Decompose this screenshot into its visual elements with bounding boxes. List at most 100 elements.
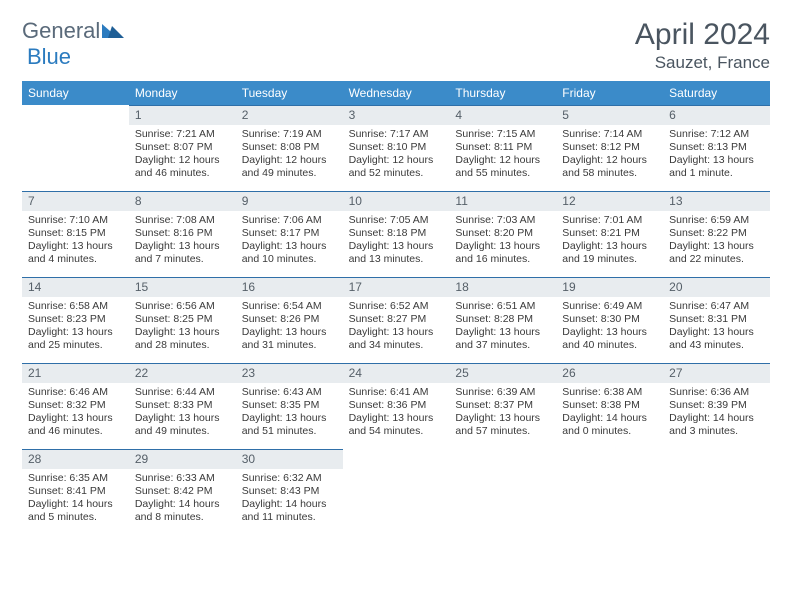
weekday-header: Tuesday [236,81,343,105]
calendar-cell: 13Sunrise: 6:59 AMSunset: 8:22 PMDayligh… [663,191,770,277]
header: General April 2024 Sauzet, France [22,18,770,73]
daylight-line: Daylight: 13 hours and 19 minutes. [562,240,657,266]
daylight-line: Daylight: 13 hours and 31 minutes. [242,326,337,352]
sunset-line: Sunset: 8:32 PM [28,399,123,412]
daylight-line: Daylight: 13 hours and 34 minutes. [349,326,444,352]
calendar-cell: 22Sunrise: 6:44 AMSunset: 8:33 PMDayligh… [129,363,236,449]
month-title: April 2024 [635,18,770,51]
weekday-header: Friday [556,81,663,105]
day-number: 6 [663,105,770,125]
day-number: 17 [343,277,450,297]
calendar-cell: 1Sunrise: 7:21 AMSunset: 8:07 PMDaylight… [129,105,236,191]
calendar-cell: 4Sunrise: 7:15 AMSunset: 8:11 PMDaylight… [449,105,556,191]
daylight-line: Daylight: 13 hours and 22 minutes. [669,240,764,266]
daylight-line: Daylight: 13 hours and 25 minutes. [28,326,123,352]
day-number: 15 [129,277,236,297]
calendar-cell: 15Sunrise: 6:56 AMSunset: 8:25 PMDayligh… [129,277,236,363]
sunset-line: Sunset: 8:07 PM [135,141,230,154]
calendar-cell: 24 Sunrise: 6:41 AMSunset: 8:36 PMDayligh… [343,363,450,449]
day-body: Sunrise: 6:32 AMSunset: 8:43 PMDaylight:… [236,469,343,531]
sunrise-line: Sunrise: 7:10 AM [28,214,123,227]
logo-triangle-icon [102,18,124,44]
calendar-cell: 25Sunrise: 6:39 AMSunset: 8:37 PMDayligh… [449,363,556,449]
sunrise-line: Sunrise: 6:44 AM [135,386,230,399]
day-number: 12 [556,191,663,211]
calendar-cell-empty [449,449,556,535]
sunrise-line: Sunrise: 7:03 AM [455,214,550,227]
daylight-line: Daylight: 12 hours and 49 minutes. [242,154,337,180]
day-number: 10 [343,191,450,211]
weekday-header: Saturday [663,81,770,105]
sunset-line: Sunset: 8:21 PM [562,227,657,240]
weekday-header: Wednesday [343,81,450,105]
sunset-line: Sunset: 8:36 PM [349,399,444,412]
sunset-line: Sunset: 8:12 PM [562,141,657,154]
day-body: Sunrise: 6:39 AMSunset: 8:37 PMDaylight:… [449,383,556,445]
sunrise-line: Sunrise: 6:47 AM [669,300,764,313]
sunrise-line: Sunrise: 7:08 AM [135,214,230,227]
sunrise-line: Sunrise: 6:54 AM [242,300,337,313]
sunrise-line: Sunrise: 6:58 AM [28,300,123,313]
day-number: 7 [22,191,129,211]
calendar-cell: 6Sunrise: 7:12 AMSunset: 8:13 PMDaylight… [663,105,770,191]
sunrise-line: Sunrise: 6:49 AM [562,300,657,313]
sunrise-line: Sunrise: 6:41 AM [349,386,444,399]
day-body: Sunrise: 6:38 AMSunset: 8:38 PMDaylight:… [556,383,663,445]
sunrise-line: Sunrise: 7:15 AM [455,128,550,141]
calendar-cell: 7Sunrise: 7:10 AMSunset: 8:15 PMDaylight… [22,191,129,277]
day-number: 1 [129,105,236,125]
weekday-header-row: SundayMondayTuesdayWednesdayThursdayFrid… [22,81,770,105]
daylight-line: Daylight: 14 hours and 5 minutes. [28,498,123,524]
daylight-line: Daylight: 12 hours and 46 minutes. [135,154,230,180]
sunrise-line: Sunrise: 6:43 AM [242,386,337,399]
day-number: 14 [22,277,129,297]
day-body: Sunrise: 6:47 AMSunset: 8:31 PMDaylight:… [663,297,770,359]
day-body: Sunrise: 6:59 AMSunset: 8:22 PMDaylight:… [663,211,770,273]
day-body: Sunrise: 6:49 AMSunset: 8:30 PMDaylight:… [556,297,663,359]
day-number: 22 [129,363,236,383]
calendar-cell: 28Sunrise: 6:35 AMSunset: 8:41 PMDayligh… [22,449,129,535]
sunset-line: Sunset: 8:35 PM [242,399,337,412]
sunrise-line: Sunrise: 6:59 AM [669,214,764,227]
day-body: Sunrise: 6:46 AMSunset: 8:32 PMDaylight:… [22,383,129,445]
day-body: Sunrise: 7:12 AMSunset: 8:13 PMDaylight:… [663,125,770,187]
calendar-cell: 29Sunrise: 6:33 AMSunset: 8:42 PMDayligh… [129,449,236,535]
calendar-cell: 18Sunrise: 6:51 AMSunset: 8:28 PMDayligh… [449,277,556,363]
calendar-cell: 8Sunrise: 7:08 AMSunset: 8:16 PMDaylight… [129,191,236,277]
sunset-line: Sunset: 8:18 PM [349,227,444,240]
day-body: Sunrise: 6:36 AMSunset: 8:39 PMDaylight:… [663,383,770,445]
day-body: Sunrise: 7:03 AMSunset: 8:20 PMDaylight:… [449,211,556,273]
sunrise-line: Sunrise: 7:05 AM [349,214,444,227]
sunrise-line: Sunrise: 7:14 AM [562,128,657,141]
sunrise-line: Sunrise: 7:12 AM [669,128,764,141]
sunset-line: Sunset: 8:25 PM [135,313,230,326]
calendar-cell: 11Sunrise: 7:03 AMSunset: 8:20 PMDayligh… [449,191,556,277]
day-body: Sunrise: 6:52 AMSunset: 8:27 PMDaylight:… [343,297,450,359]
sunrise-line: Sunrise: 6:51 AM [455,300,550,313]
daylight-line: Daylight: 13 hours and 51 minutes. [242,412,337,438]
daylight-line: Daylight: 13 hours and 13 minutes. [349,240,444,266]
day-number: 21 [22,363,129,383]
calendar-cell-empty [663,449,770,535]
sunset-line: Sunset: 8:31 PM [669,313,764,326]
daylight-line: Daylight: 13 hours and 43 minutes. [669,326,764,352]
daylight-line: Daylight: 14 hours and 3 minutes. [669,412,764,438]
day-body: Sunrise: 7:14 AMSunset: 8:12 PMDaylight:… [556,125,663,187]
calendar-cell-empty [343,449,450,535]
sunrise-line: Sunrise: 7:06 AM [242,214,337,227]
day-number: 3 [343,105,450,125]
daylight-line: Daylight: 13 hours and 49 minutes. [135,412,230,438]
calendar-cell: 10 Sunrise: 7:05 AMSunset: 8:18 PMDayligh… [343,191,450,277]
sunrise-line: Sunrise: 6:52 AM [349,300,444,313]
day-number: 9 [236,191,343,211]
sunrise-line: Sunrise: 6:36 AM [669,386,764,399]
daylight-line: Daylight: 13 hours and 54 minutes. [349,412,444,438]
logo: General [22,18,124,44]
day-number: 24 [343,363,450,383]
day-number: 2 [236,105,343,125]
sunset-line: Sunset: 8:17 PM [242,227,337,240]
sunset-line: Sunset: 8:26 PM [242,313,337,326]
sunset-line: Sunset: 8:08 PM [242,141,337,154]
weekday-header: Monday [129,81,236,105]
sunrise-line: Sunrise: 7:19 AM [242,128,337,141]
